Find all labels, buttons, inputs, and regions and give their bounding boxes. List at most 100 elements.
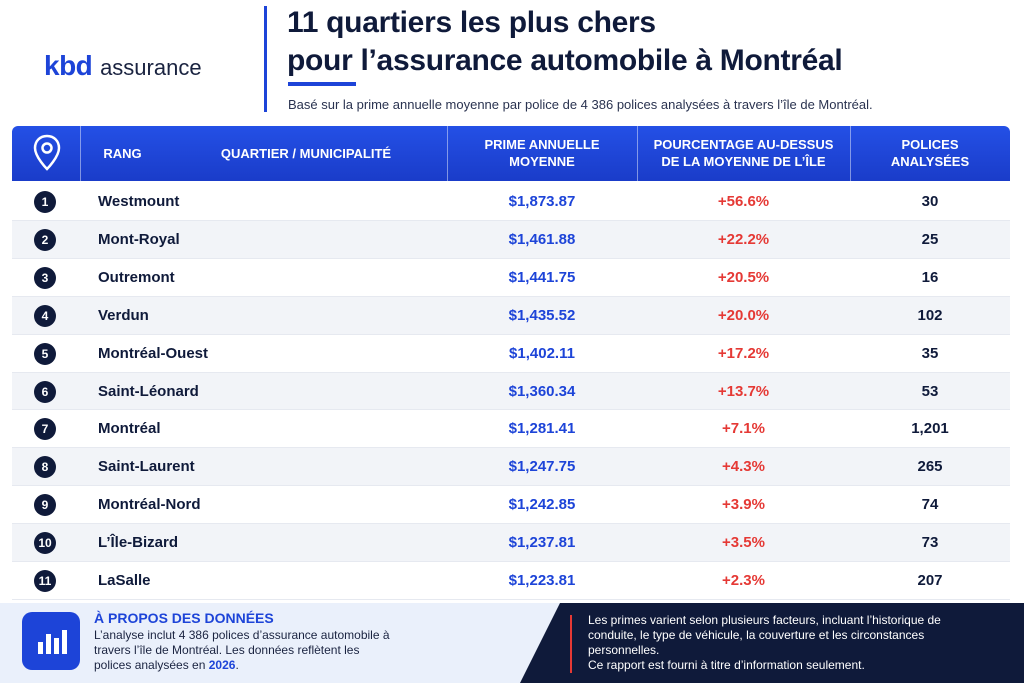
- premium: $1,461.88: [508, 230, 576, 248]
- neighbourhood: Saint-Léonard: [98, 382, 199, 400]
- policies: 53: [921, 382, 939, 400]
- policies: 25: [921, 230, 939, 248]
- policies: 30: [921, 192, 939, 210]
- percent-above: +4.3%: [722, 458, 765, 476]
- table-row: [12, 524, 1010, 563]
- about-text-part: L’analyse inclut 4 386 polices d’assuran…: [94, 628, 390, 672]
- premium: $1,223.81: [508, 572, 576, 590]
- table-row: [12, 372, 1010, 411]
- neighbourhood: Saint-Laurent: [98, 458, 195, 476]
- table-row: [12, 562, 1010, 600]
- rank-badge: 9: [34, 494, 56, 517]
- chart-icon: [22, 612, 80, 670]
- logo-suffix: assurance: [100, 55, 202, 80]
- table-header: [12, 126, 1010, 181]
- footer-note: [520, 603, 1024, 683]
- neighbourhood: L’Île-Bizard: [98, 534, 179, 552]
- rank-badge: 11: [34, 570, 56, 593]
- rank-badge: 6: [34, 380, 56, 403]
- neighbourhood: Outremont: [98, 268, 175, 286]
- rank-badge: 2: [34, 228, 56, 251]
- neighbourhood: Verdun: [98, 306, 149, 324]
- rank-badge: 10: [34, 532, 56, 555]
- neighbourhood: Westmount: [98, 192, 180, 210]
- policies: 35: [921, 344, 939, 362]
- column-header: QUARTIER / MUNICIPALITÉ: [220, 146, 392, 161]
- percent-above: +20.0%: [717, 306, 770, 324]
- percent-above: +3.9%: [722, 496, 765, 514]
- table-row: [12, 296, 1010, 335]
- rank-badge: 3: [34, 266, 56, 289]
- note: Les primes varient selon plusieurs facte…: [588, 613, 941, 657]
- neighbourhood: Montréal: [98, 420, 161, 438]
- chart-icon-graphic: [38, 630, 67, 654]
- policies: 74: [921, 496, 939, 514]
- about-title: À PROPOS DES DONNÉES: [94, 610, 274, 626]
- policies: 16: [921, 268, 939, 286]
- about-year: 2026: [208, 658, 236, 672]
- table-row: [12, 448, 1010, 487]
- about-text: L’analyse inclut 4 386 polices d’assuran…: [94, 628, 394, 673]
- rank-badge: 1: [34, 190, 56, 213]
- premium: $1,402.11: [509, 344, 575, 362]
- policies: 73: [921, 534, 939, 552]
- policies: 1,201: [911, 420, 949, 438]
- table-row: [12, 220, 1010, 259]
- percent-above: +56.6%: [717, 192, 770, 210]
- neighbourhood: Montréal-Nord: [98, 496, 201, 514]
- premium: $1,360.34: [508, 382, 576, 400]
- neighbourhood: Montréal-Ouest: [98, 344, 209, 362]
- rank-badge: 5: [34, 342, 56, 365]
- premium: $1,237.81: [508, 534, 576, 552]
- table-row: [12, 410, 1010, 449]
- logo: kbd assurance: [44, 50, 202, 82]
- title-part: pour: [287, 44, 353, 77]
- premium: $1,873.87: [508, 192, 576, 210]
- percent-above: +13.7%: [717, 382, 770, 400]
- header-divider: [264, 6, 267, 112]
- column-header: POURCENTAGE AU-DESSUS DE LA MOYENNE DE L…: [653, 137, 834, 169]
- subtitle: Basé sur la prime annuelle moyenne par p…: [288, 97, 873, 112]
- title-part: l’assurance automobile à Montréal: [352, 44, 843, 77]
- neighbourhood: Mont-Royal: [98, 230, 180, 248]
- rank-badge: 4: [34, 304, 56, 327]
- table-row: [12, 486, 1010, 525]
- neighbourhood: LaSalle: [98, 572, 151, 590]
- premium: $1,247.75: [508, 458, 576, 476]
- percent-above: +7.1%: [722, 420, 765, 438]
- premium: $1,281.41: [508, 420, 576, 438]
- policies: 102: [917, 306, 943, 324]
- column-header: RANG: [103, 146, 142, 161]
- title: pour l’assurance automobile à Montréal: [287, 44, 843, 78]
- about-text-part: .: [235, 658, 239, 672]
- pin-icon: [33, 134, 61, 171]
- premium: $1,435.52: [508, 306, 576, 324]
- percent-above: +3.5%: [722, 534, 765, 552]
- premium: $1,242.85: [508, 496, 576, 514]
- premium: $1,441.75: [508, 268, 576, 286]
- column-divider: [637, 126, 638, 181]
- underline: [288, 82, 356, 86]
- column-divider: [80, 126, 81, 181]
- column-divider: [850, 126, 851, 181]
- table-row: [12, 334, 1010, 373]
- column-header: POLICES ANALYSÉES: [890, 137, 970, 169]
- logo-brand: kbd: [44, 50, 93, 81]
- policies: 265: [917, 458, 943, 476]
- table-row: [12, 183, 1010, 221]
- percent-above: +17.2%: [717, 344, 770, 362]
- percent-above: +2.3%: [722, 572, 765, 590]
- table-row: [12, 258, 1010, 297]
- column-header: PRIME ANNUELLE MOYENNE: [484, 137, 600, 169]
- note-accent: [570, 615, 572, 673]
- percent-above: +20.5%: [717, 268, 770, 286]
- rank-badge: 8: [34, 456, 56, 479]
- footer-about: [0, 603, 560, 683]
- policies: 207: [917, 572, 943, 590]
- note: Ce rapport est fourni à titre d’informat…: [588, 658, 865, 672]
- title: 11 quartiers les plus chers: [287, 6, 656, 39]
- rank-badge: 7: [34, 418, 56, 441]
- percent-above: +22.2%: [717, 230, 770, 248]
- column-divider: [447, 126, 448, 181]
